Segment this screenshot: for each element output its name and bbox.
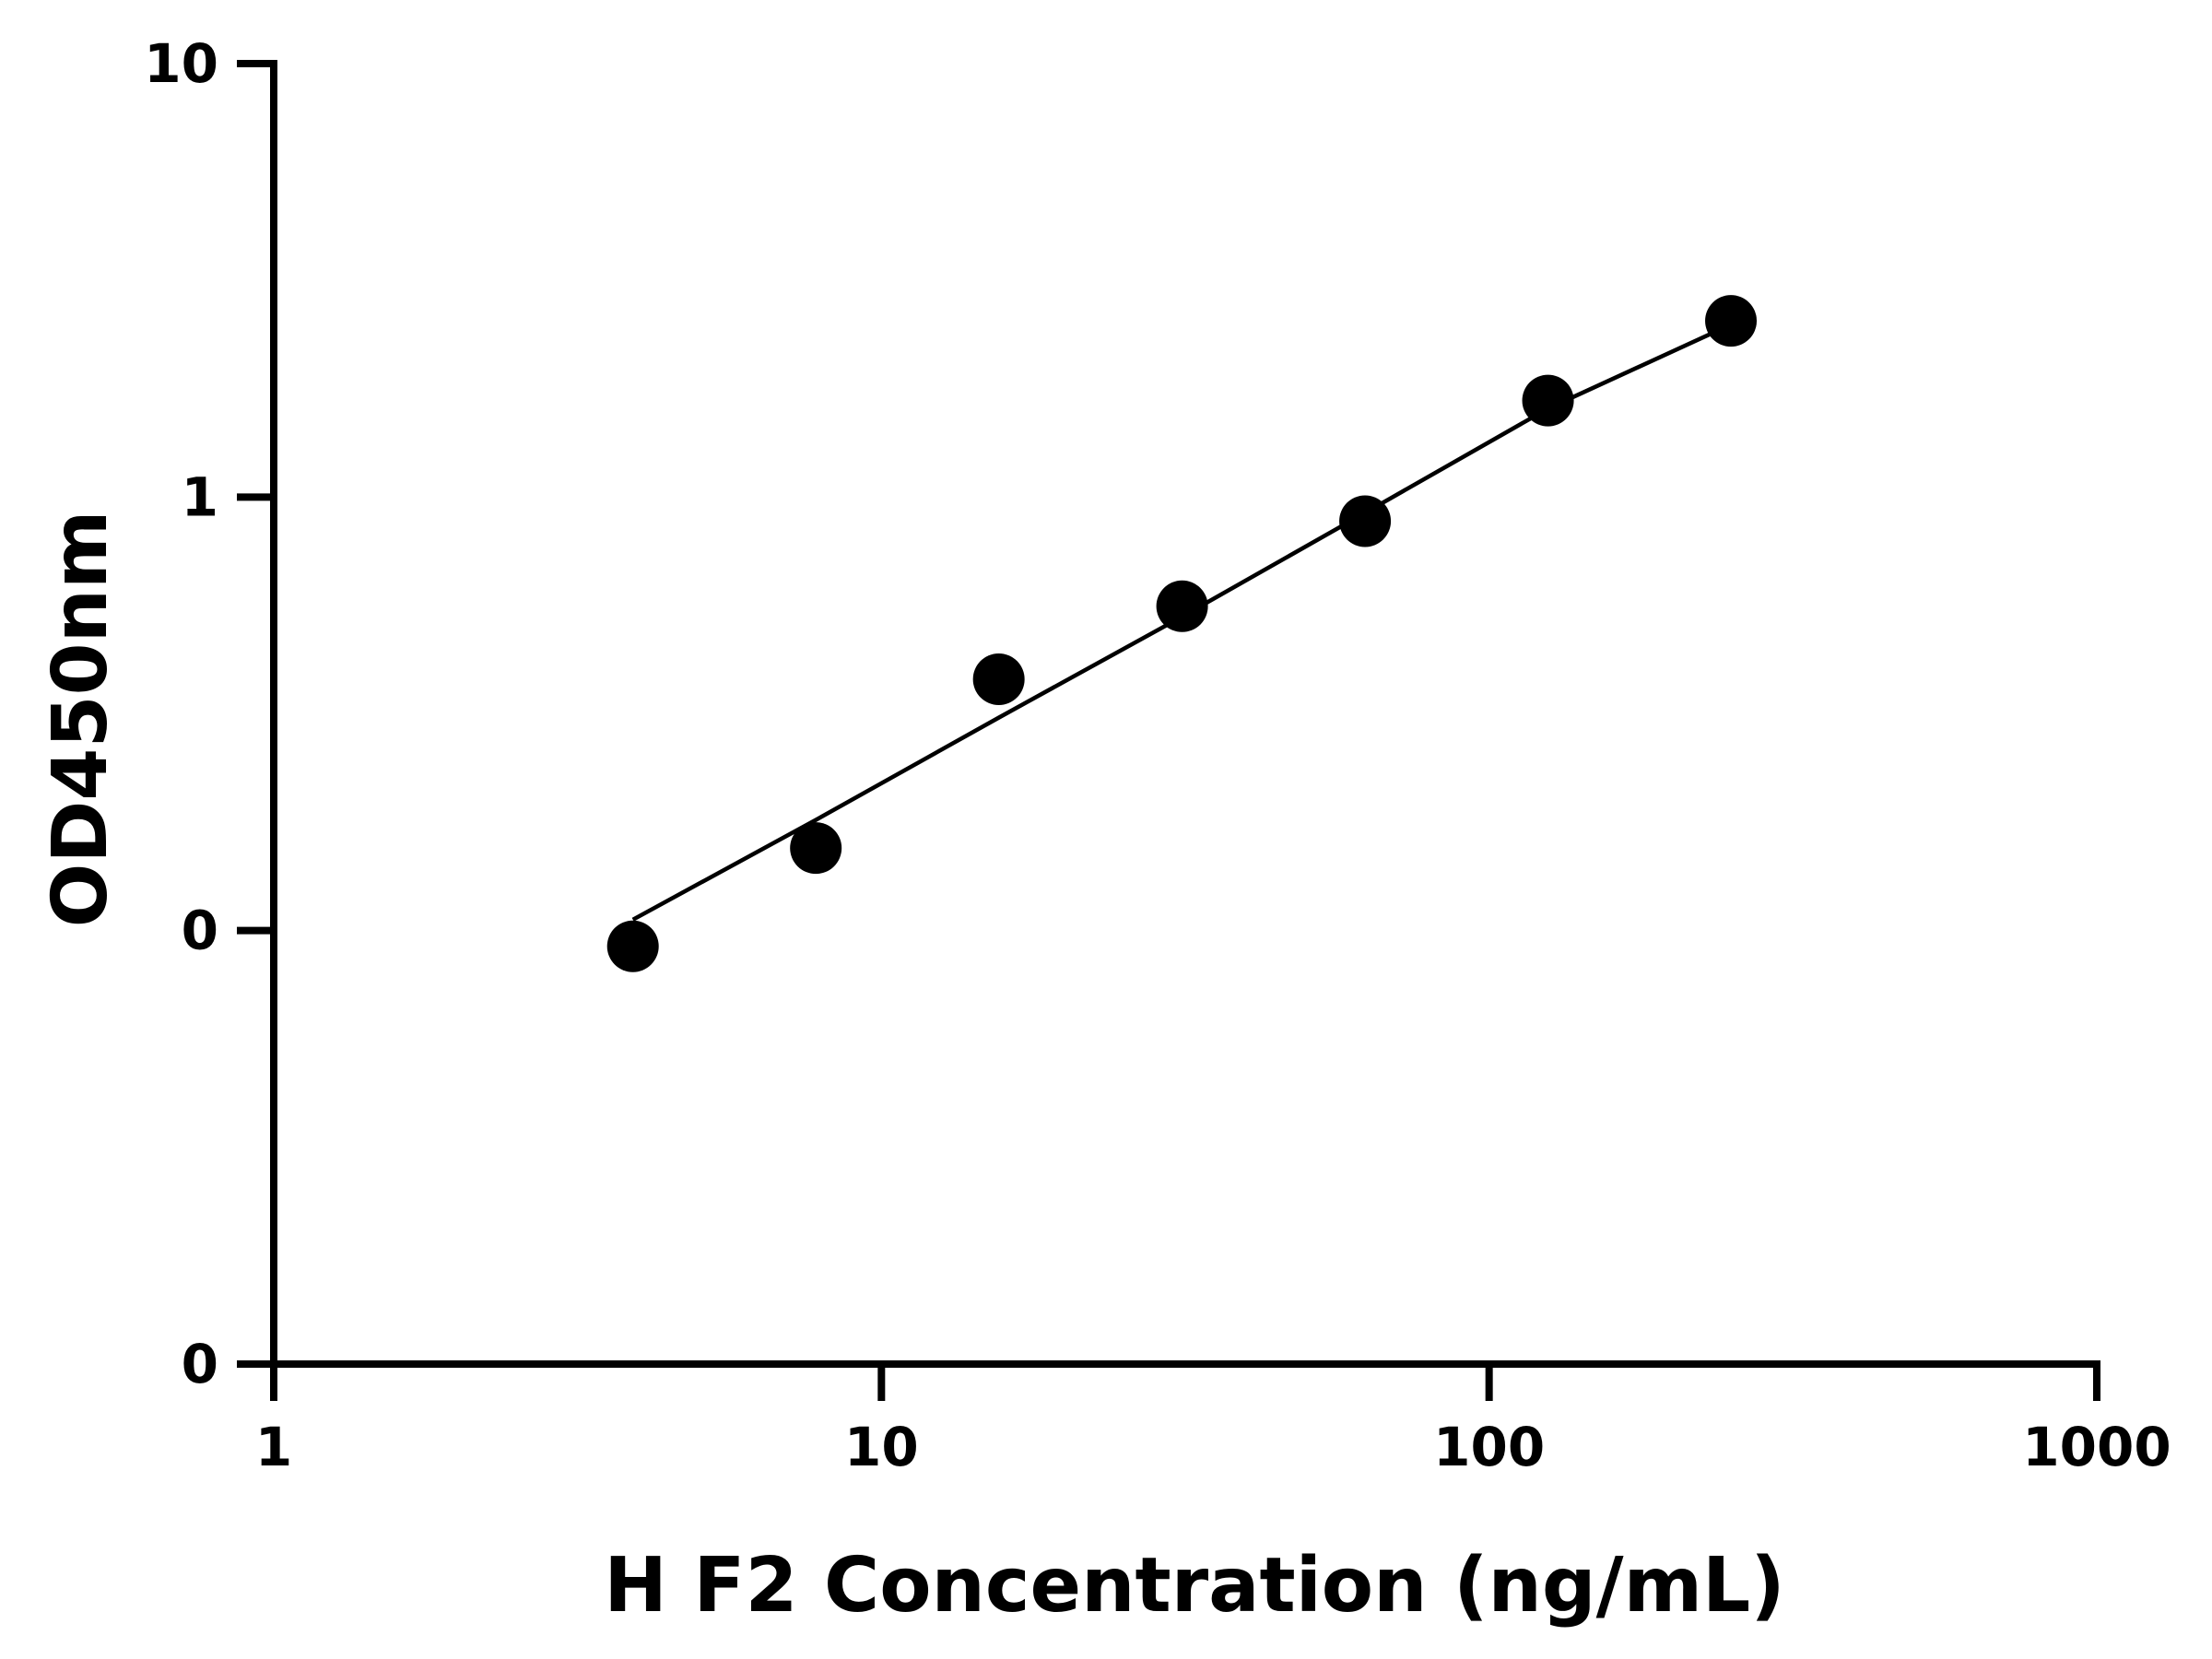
y-tick-label: 0	[182, 900, 218, 962]
data-point	[1705, 295, 1758, 347]
x-tick-label: 1	[255, 1416, 292, 1478]
data-point	[606, 920, 659, 972]
y-tick-label: 0	[182, 1333, 218, 1395]
x-tick-label: 10	[844, 1416, 919, 1478]
axes	[270, 60, 2100, 1368]
x-tick-label: 100	[1433, 1416, 1545, 1478]
data-point	[790, 822, 842, 875]
y-tick-label: 1	[182, 465, 218, 528]
y-tick-label: 10	[144, 32, 218, 95]
data-point	[1339, 495, 1392, 547]
data-points	[606, 295, 1758, 972]
x-axis-title: H F2 Concentration (ng/mL)	[604, 1542, 1785, 1630]
data-point	[1156, 580, 1208, 632]
data-point	[972, 653, 1025, 705]
x-tick-label: 1000	[2022, 1416, 2171, 1478]
data-point	[1522, 374, 1574, 427]
y-axis-title: OD450nm	[37, 511, 124, 928]
